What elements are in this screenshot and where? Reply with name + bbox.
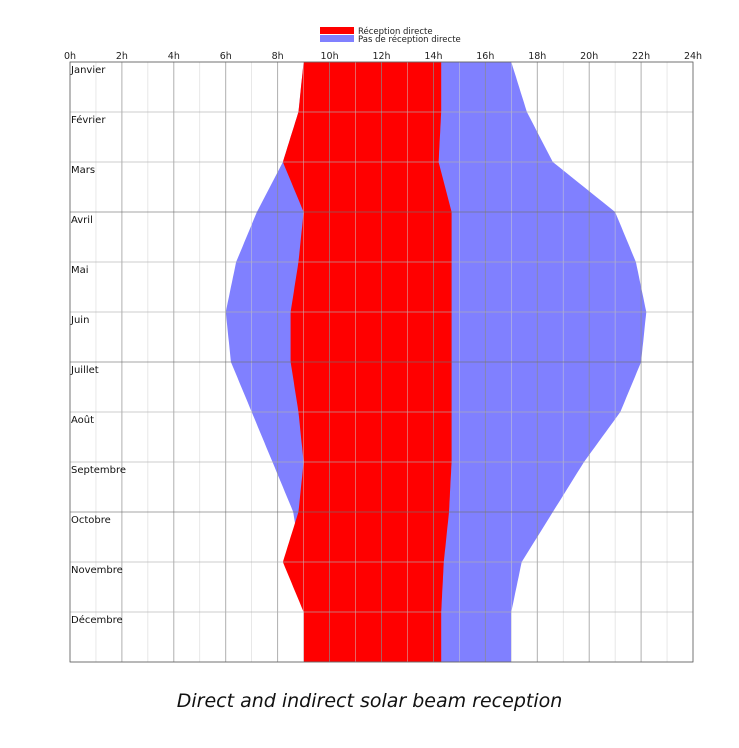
plot-area xyxy=(69,61,694,663)
month-label: Juillet xyxy=(70,365,99,376)
legend-swatch-direct xyxy=(320,27,354,34)
x-tick-label: 10h xyxy=(321,51,339,62)
x-tick-label: 20h xyxy=(580,51,598,62)
x-axis: 0h 2h 4h 6h 8h 10h 12h 14h 16h 18h 20h 22h 24h xyxy=(64,51,702,62)
x-tick-label: 24h xyxy=(684,51,702,62)
plot-border xyxy=(69,61,694,663)
month-label: Juin xyxy=(70,315,89,326)
month-label: Novembre xyxy=(71,565,123,576)
month-label: Décembre xyxy=(71,614,123,626)
month-label: Janvier xyxy=(70,65,106,76)
month-labels: Janvier Février Mars Avril Mai Juin Juillet Aoû… xyxy=(70,65,126,626)
x-tick-label: 14h xyxy=(424,51,442,62)
month-label: Février xyxy=(71,114,106,126)
x-tick-label: 2h xyxy=(116,51,128,62)
month-label: Avril xyxy=(71,215,93,226)
month-label: Août xyxy=(71,414,94,426)
legend-label-direct: Réception directe xyxy=(358,26,433,37)
x-tick-label: 6h xyxy=(220,51,232,62)
x-tick-label: 0h xyxy=(64,51,76,62)
x-tick-label: 16h xyxy=(476,51,494,62)
chart-caption: Direct and indirect solar beam reception xyxy=(176,690,563,712)
legend: Réception directe Pas de réception direc… xyxy=(320,26,461,45)
x-tick-label: 12h xyxy=(372,51,390,62)
x-tick-label: 22h xyxy=(632,51,650,62)
month-label: Mars xyxy=(71,165,95,176)
x-tick-label: 18h xyxy=(528,51,546,62)
x-tick-label: 4h xyxy=(168,51,180,62)
month-label: Octobre xyxy=(71,515,111,526)
legend-label-indirect: Pas de réception directe xyxy=(358,34,461,45)
x-tick-label: 8h xyxy=(272,51,284,62)
month-label: Mai xyxy=(71,265,89,276)
month-label: Septembre xyxy=(71,465,126,476)
legend-swatch-indirect xyxy=(320,35,354,42)
